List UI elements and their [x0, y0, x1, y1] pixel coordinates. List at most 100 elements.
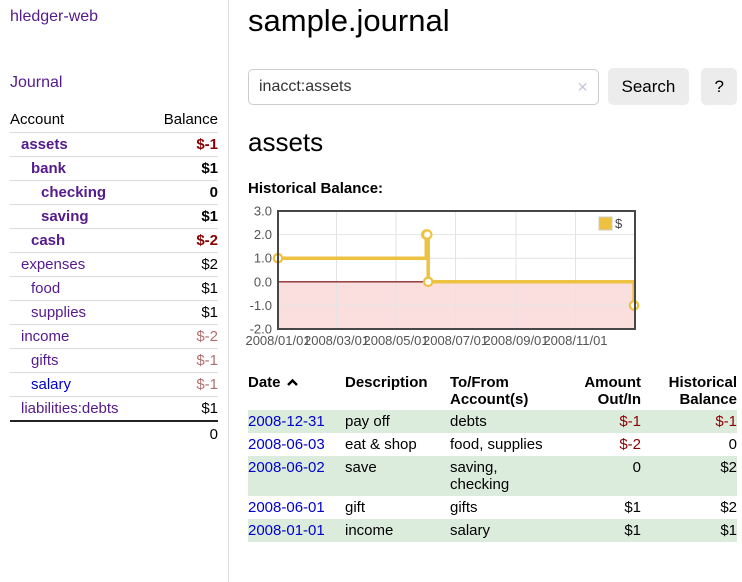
transaction-row: 2008-06-01 gift gifts $1 $2 — [248, 496, 737, 519]
account-row: gifts $-1 — [10, 348, 218, 373]
account-link[interactable]: salary — [31, 376, 72, 393]
transaction-balance: $2 — [720, 459, 737, 476]
transaction-balance: $1 — [720, 522, 737, 539]
svg-text:-2.0: -2.0 — [250, 322, 272, 337]
transaction-description: income — [345, 522, 394, 539]
transaction-date-link[interactable]: 2008-06-02 — [248, 459, 325, 476]
account-row: salary $-1 — [10, 372, 218, 397]
account-row: cash $-2 — [10, 228, 218, 253]
svg-text:2008/03/01: 2008/03/01 — [304, 333, 369, 348]
transaction-accounts: salary — [450, 522, 491, 539]
account-row: supplies $1 — [10, 300, 218, 325]
app-title: hledger-web — [10, 8, 218, 26]
account-link[interactable]: checking — [41, 184, 107, 201]
svg-text:2008/05/01: 2008/05/01 — [363, 333, 428, 348]
account-balance: $-2 — [196, 328, 218, 345]
transaction-accounts: gifts — [450, 499, 478, 516]
account-balance: $1 — [201, 208, 218, 225]
balance-col-header: Balance — [163, 111, 218, 128]
app-title-link[interactable]: hledger-web — [10, 8, 99, 25]
search-input[interactable] — [248, 68, 599, 105]
account-link[interactable]: supplies — [31, 304, 87, 321]
accounts-col-header: To/From Account(s) — [450, 374, 529, 408]
page-title: sample.journal — [248, 3, 450, 38]
transaction-balance: 0 — [728, 436, 737, 453]
account-link[interactable]: food — [31, 280, 61, 297]
transaction-description: gift — [345, 499, 366, 516]
account-link[interactable]: expenses — [21, 256, 86, 273]
svg-text:2008/09/01: 2008/09/01 — [483, 333, 548, 348]
transaction-row: 2008-06-03 eat & shop food, supplies $-2… — [248, 433, 737, 456]
transaction-description: eat & shop — [345, 436, 417, 453]
account-row: food $1 — [10, 276, 218, 301]
search-bar: ✕ Search ? — [248, 68, 737, 105]
sidebar-item-journal[interactable]: Journal — [10, 74, 63, 91]
transaction-balance: $2 — [720, 499, 737, 516]
account-link[interactable]: bank — [31, 160, 67, 177]
search-button[interactable]: Search — [607, 68, 690, 105]
account-balance: $-1 — [196, 376, 218, 393]
account-link[interactable]: assets — [21, 136, 68, 153]
account-balance: $1 — [201, 400, 218, 417]
account-balance: $1 — [201, 160, 218, 177]
transaction-row: 2008-06-02 save saving, checking 0 $2 — [248, 456, 737, 496]
account-balance: $-2 — [196, 232, 218, 249]
accounts-col-header: Account — [10, 111, 65, 128]
transaction-row: 2008-01-01 income salary $1 $1 — [248, 519, 737, 542]
transaction-accounts: food, supplies — [450, 436, 543, 453]
svg-text:0.0: 0.0 — [254, 274, 272, 289]
account-row: expenses $2 — [10, 252, 218, 277]
sidebar-total-balance: 0 — [209, 426, 218, 443]
transaction-description: save — [345, 459, 377, 476]
account-row: checking 0 — [10, 180, 218, 205]
transaction-date-link[interactable]: 2008-06-03 — [248, 436, 325, 453]
date-col-header: Date — [248, 374, 281, 391]
account-link[interactable]: saving — [41, 208, 89, 225]
transaction-date-link[interactable]: 2008-12-31 — [248, 413, 325, 430]
balance-chart-svg: $3.0 2.0 1.0 0.0 -1.0 -2.02008/01/012008/03/0… — [245, 204, 640, 348]
account-row: income $-2 — [10, 324, 218, 349]
help-button[interactable]: ? — [701, 68, 737, 105]
balance-col-header: Historical Balance — [668, 374, 737, 408]
svg-text:3.0: 3.0 — [254, 204, 272, 219]
amount-col-header: Amount Out/In — [584, 374, 641, 408]
account-balance: $1 — [201, 304, 218, 321]
account-heading: assets — [248, 127, 324, 157]
transaction-amount: 0 — [632, 459, 641, 476]
transaction-amount: $1 — [624, 499, 641, 516]
account-link[interactable]: gifts — [31, 352, 59, 369]
transaction-accounts: debts — [450, 413, 487, 430]
sidebar-total-row: 0 — [10, 421, 218, 447]
transaction-date-link[interactable]: 2008-06-01 — [248, 499, 325, 516]
svg-text:2.0: 2.0 — [254, 227, 272, 242]
account-balance: $-1 — [196, 352, 218, 369]
svg-text:1.0: 1.0 — [254, 251, 272, 266]
account-row: saving $1 — [10, 204, 218, 229]
chart-title: Historical Balance: — [248, 180, 384, 197]
account-link[interactable]: income — [21, 328, 70, 345]
account-balance: $-1 — [196, 136, 218, 153]
account-row: assets $-1 — [10, 132, 218, 157]
account-balance: $2 — [201, 256, 218, 273]
account-row: bank $1 — [10, 156, 218, 181]
transaction-description: pay off — [345, 413, 390, 430]
accounts-table: Account Balance assets $-1 bank $1 check… — [10, 108, 218, 447]
svg-text:2008/11/01: 2008/11/01 — [543, 333, 607, 348]
account-row: liabilities:debts $1 — [10, 396, 218, 422]
register-table: Date Description To/From Account(s) Amou… — [248, 372, 737, 542]
main-content: sample.journal ✕ Search ? assets Histori… — [245, 0, 737, 542]
svg-text:2008/07/01: 2008/07/01 — [423, 333, 488, 348]
transaction-accounts: saving, checking — [450, 459, 510, 493]
transaction-amount: $-1 — [619, 413, 641, 430]
sort-by-date-link[interactable]: Date — [248, 374, 299, 391]
transaction-date-link[interactable]: 2008-01-01 — [248, 522, 325, 539]
svg-text:-1.0: -1.0 — [250, 298, 272, 313]
clear-search-icon[interactable]: ✕ — [576, 78, 589, 95]
sidebar: hledger-web Journal Account Balance asse… — [0, 0, 229, 582]
svg-text:$: $ — [615, 216, 623, 231]
account-balance: 0 — [209, 184, 218, 201]
account-link[interactable]: cash — [31, 232, 66, 249]
sort-ascending-icon — [286, 378, 298, 386]
transaction-amount: $1 — [624, 522, 641, 539]
account-link[interactable]: liabilities:debts — [21, 400, 119, 417]
